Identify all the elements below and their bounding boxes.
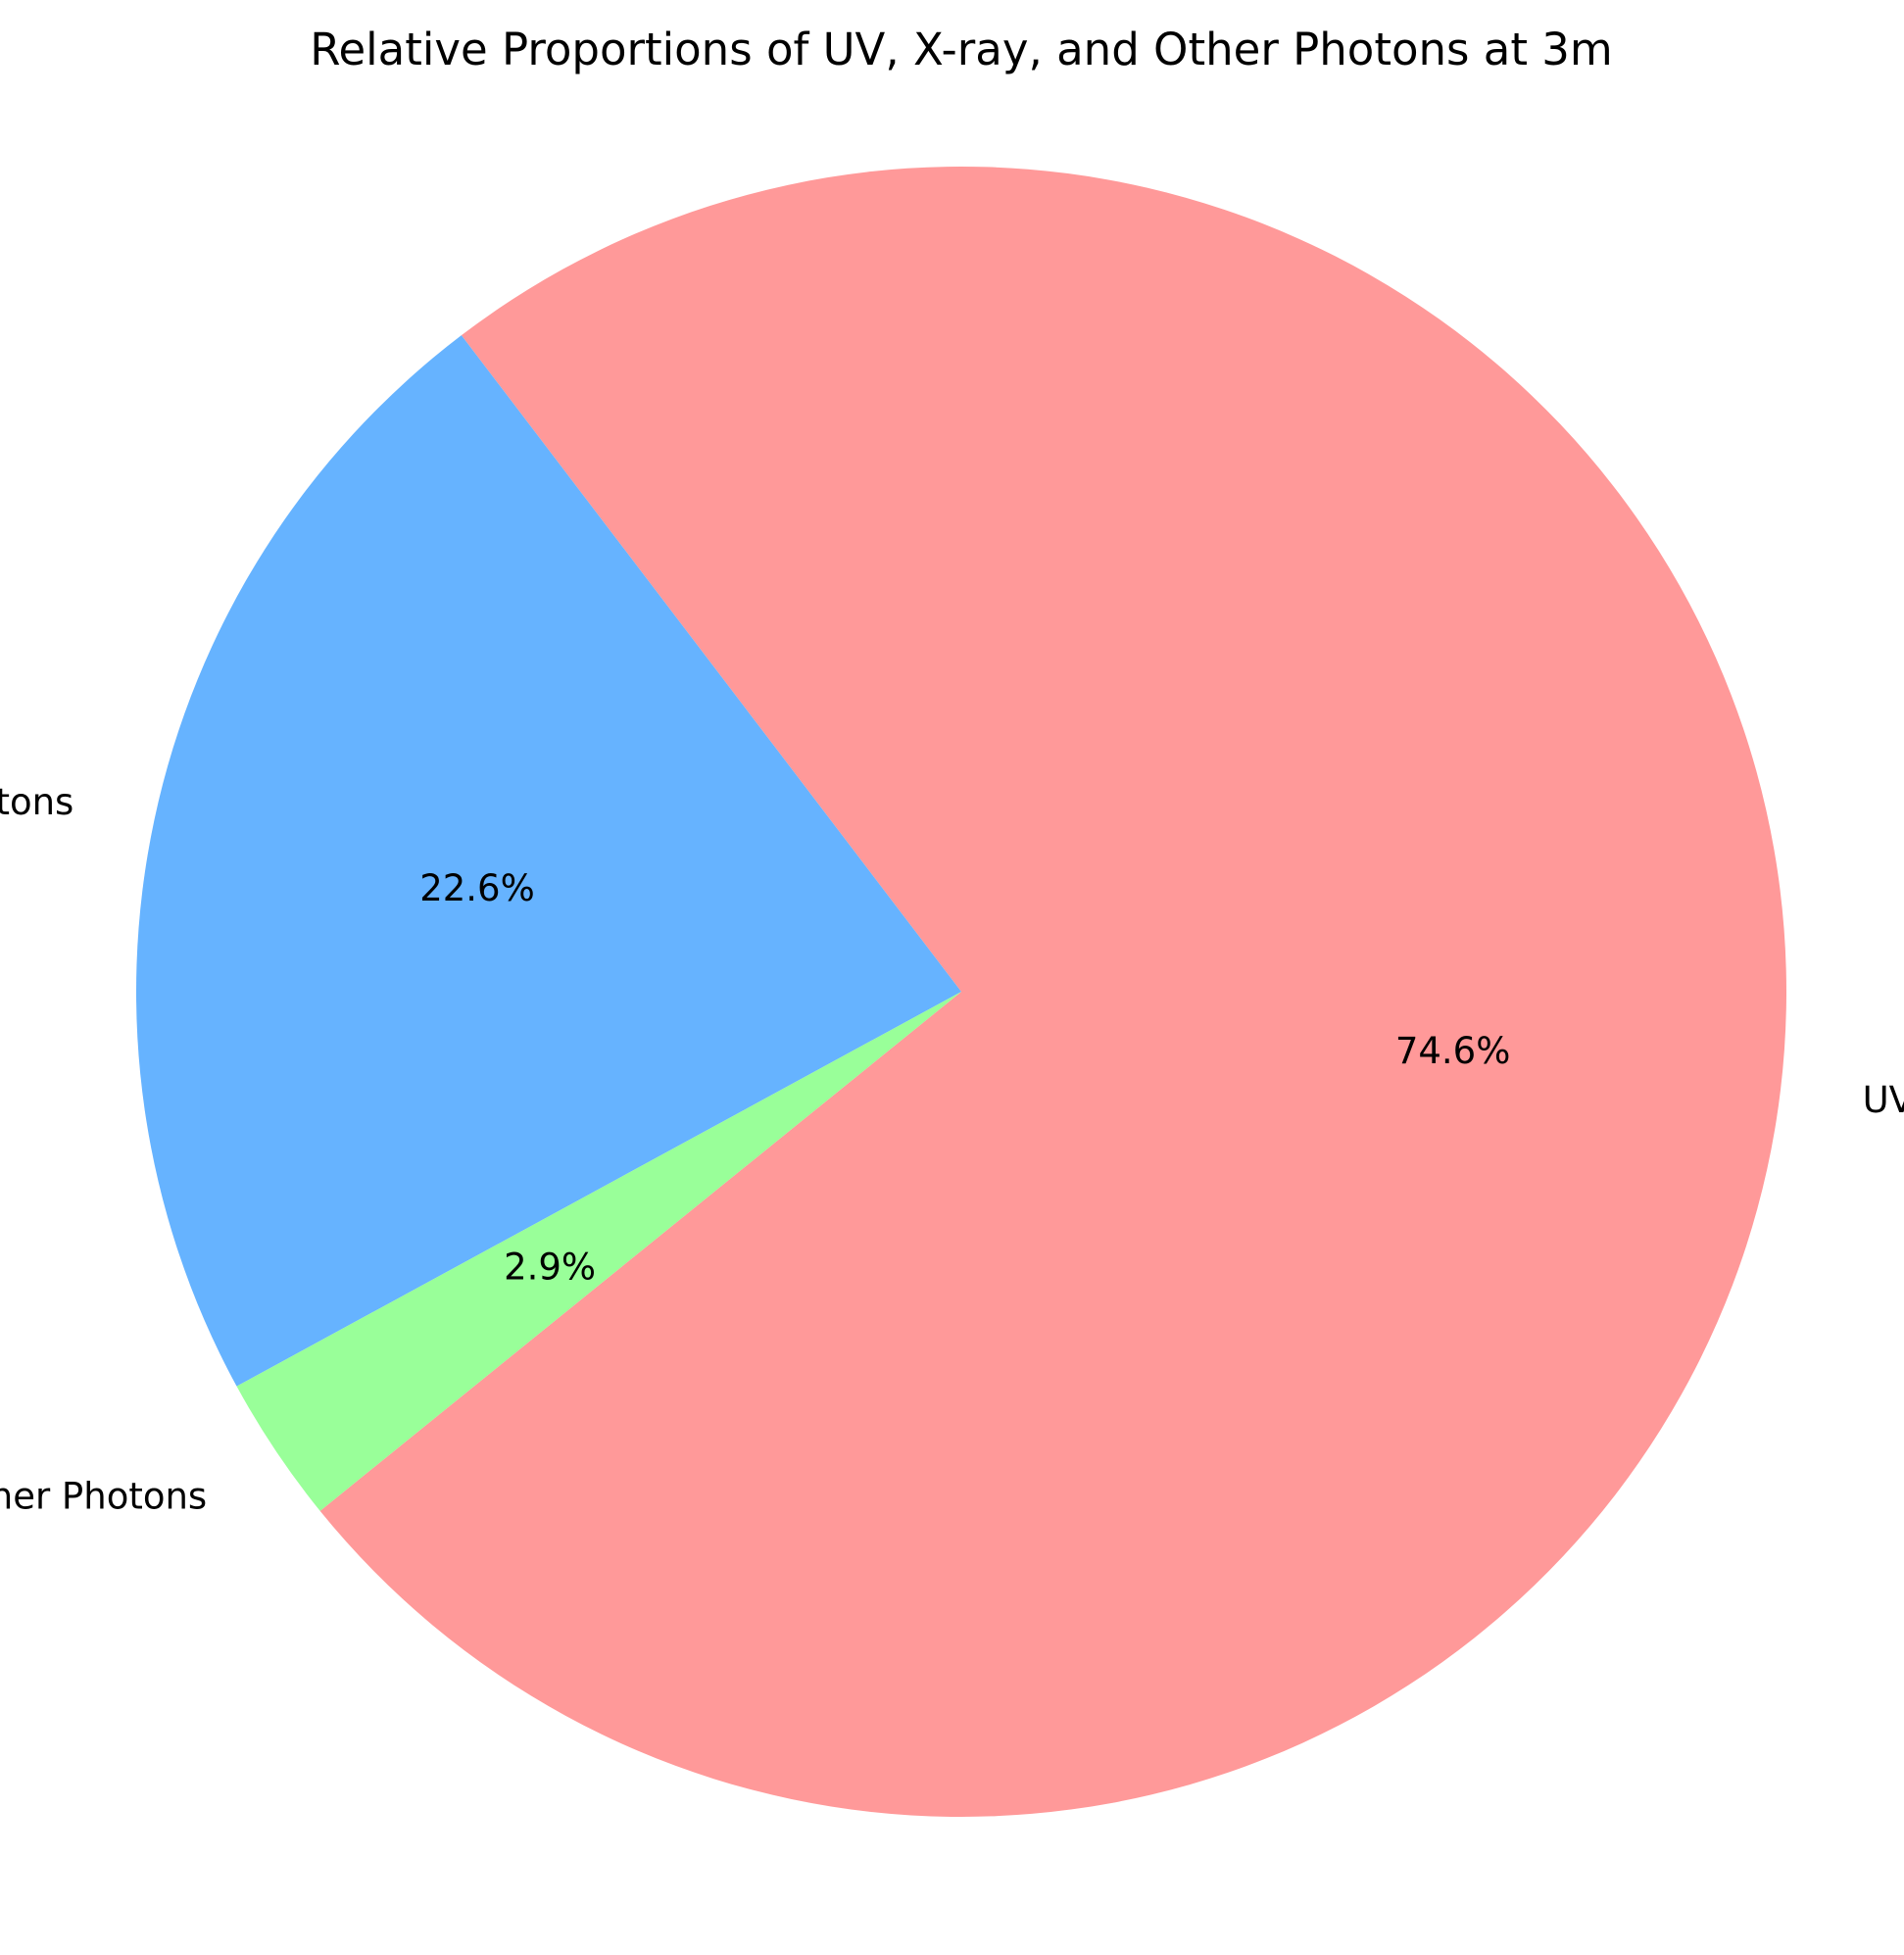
pie-slice-uv-photons	[319, 167, 1786, 1818]
pct-label-uv-photons: 74.6%	[1395, 1030, 1511, 1072]
pie-slice-other-photons	[236, 992, 961, 1511]
pie-labels: UV Photons 74.6% X-ray Photons 22.6% Other P…	[0, 781, 1904, 1518]
pie-slices	[135, 167, 1786, 1818]
pie-slice-x-ray-photons	[135, 335, 961, 1387]
slice-label-other-photons: Other Photons	[0, 1476, 207, 1518]
pct-label-x-ray-photons: 22.6%	[419, 867, 535, 909]
chart-title: Relative Proportions of UV, X-ray, and O…	[310, 24, 1613, 75]
slice-label-x-ray-photons: X-ray Photons	[0, 781, 73, 823]
slice-label-uv-photons: UV Photons	[1863, 1079, 1904, 1121]
pct-label-other-photons: 2.9%	[504, 1246, 596, 1288]
